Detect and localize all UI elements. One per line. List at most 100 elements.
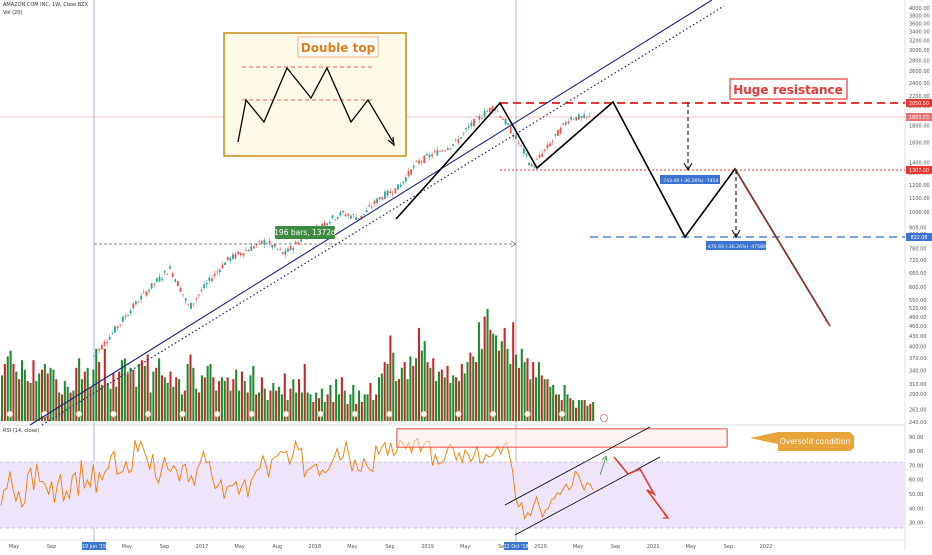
volume-bar <box>529 379 532 421</box>
time-tick-label: Sep <box>385 544 394 550</box>
volume-bar <box>435 381 438 421</box>
candle-body <box>297 242 300 245</box>
volume-bar <box>463 373 466 421</box>
candle-body <box>98 348 101 351</box>
volume-bar <box>232 379 235 421</box>
dividend-marker <box>179 410 186 418</box>
candle-body <box>509 126 512 134</box>
volume-bar <box>497 350 500 421</box>
price-tick-label: 3200.00 <box>909 39 930 45</box>
volume-bar <box>118 371 121 421</box>
date-badge-mid <box>504 542 528 550</box>
candle-body <box>386 190 389 196</box>
volume-bar <box>283 373 286 421</box>
price-tick-label: 1100.00 <box>909 196 930 202</box>
volume-bar <box>195 388 198 421</box>
candle-body <box>132 303 135 309</box>
volume-header: Vol (20) <box>3 10 23 16</box>
candle-body <box>148 290 150 292</box>
candle-body <box>271 245 274 248</box>
candle-body <box>376 198 378 204</box>
volume-bar <box>360 402 363 421</box>
volume-bar <box>523 362 526 421</box>
candle-body <box>425 154 428 156</box>
dividend-marker <box>489 410 497 418</box>
price-tick-label: 2600.00 <box>909 69 930 75</box>
rsi-series <box>0 437 594 520</box>
candle-body <box>399 184 402 188</box>
candle-body <box>252 246 255 249</box>
measure-badge-1 <box>660 175 720 184</box>
volume-bar <box>372 400 375 421</box>
volume-bar <box>49 367 52 421</box>
volume-bar <box>255 394 258 421</box>
candle-body <box>137 302 140 304</box>
candle-body <box>352 214 355 215</box>
earnings-marker <box>600 414 608 422</box>
volume-bar <box>206 365 209 421</box>
volume-bar <box>369 383 372 421</box>
date-badge-start-label: 19 Jun '15 <box>82 544 106 550</box>
volume-bar <box>138 364 141 421</box>
candle-body <box>336 216 339 219</box>
volume-bar <box>60 394 64 421</box>
candle-body <box>457 139 460 143</box>
candle-body <box>276 248 279 250</box>
price-tick-label: 1800.00 <box>909 123 930 129</box>
candle-body <box>360 215 363 219</box>
volume-bar <box>323 402 326 421</box>
volume-bar <box>586 405 589 421</box>
candle-body <box>575 116 578 121</box>
time-tick-label: Sep <box>724 544 733 550</box>
volume-bar <box>383 362 386 421</box>
price-badge-support-2 <box>906 233 932 241</box>
volume-bar <box>406 379 409 421</box>
volume-bar <box>352 384 355 421</box>
volume-bar <box>258 392 261 421</box>
candle-body <box>142 291 145 293</box>
volume-bar <box>109 388 112 421</box>
price-tick-label: 1400.00 <box>909 160 930 166</box>
candle-body <box>446 148 449 150</box>
price-tick-label: 400.00 <box>909 345 927 351</box>
volume-bar <box>275 390 278 421</box>
candle-body <box>213 273 216 276</box>
candle-body <box>342 210 344 213</box>
volume-bar <box>80 379 84 421</box>
volume-bar <box>180 394 183 421</box>
candle-body <box>384 191 386 199</box>
candle-body <box>292 247 295 250</box>
candle-body <box>287 248 289 252</box>
volume-bar <box>332 402 335 421</box>
price-tick-label: 460.00 <box>909 324 927 330</box>
volume-bar <box>312 402 315 421</box>
volume-bar <box>32 360 35 421</box>
volume-bar <box>303 364 306 421</box>
price-tick-label: 900.00 <box>909 225 927 231</box>
candle-body <box>245 250 247 251</box>
volume-bar <box>3 364 6 421</box>
candle-body <box>507 123 510 125</box>
price-candles <box>93 105 591 358</box>
rsi-green-arrow <box>599 456 607 476</box>
volume-bar <box>366 394 369 421</box>
volume-bar <box>349 394 352 421</box>
candle-body <box>153 283 156 285</box>
volume-bar <box>100 384 104 421</box>
oversold-callout <box>750 432 854 451</box>
dividend-marker <box>144 410 152 418</box>
candle-body <box>481 117 483 119</box>
price-tick-label: 660.00 <box>909 271 927 277</box>
candle-body <box>473 119 475 127</box>
candle-body <box>331 215 334 219</box>
volume-bar <box>249 375 252 421</box>
candle-body <box>504 118 507 125</box>
candle-body <box>570 117 572 120</box>
volume-bar <box>509 364 512 421</box>
candle-body <box>114 326 116 333</box>
volume-bar <box>452 375 455 421</box>
dividend-marker <box>110 410 117 418</box>
price-tick-label: 720.00 <box>909 258 927 264</box>
volume-bar <box>343 390 346 421</box>
